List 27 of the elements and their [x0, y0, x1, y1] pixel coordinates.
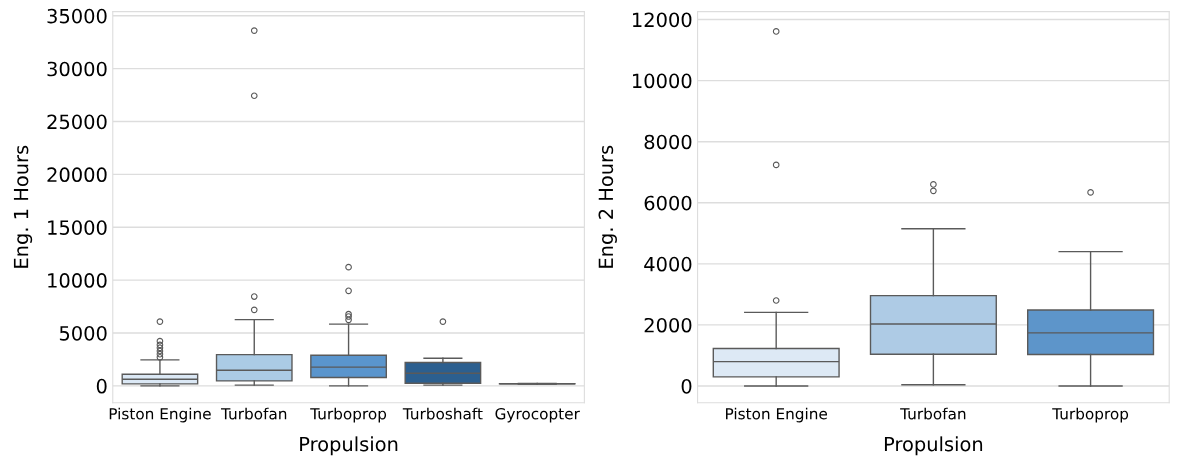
- y-tick-label: 15000: [48, 220, 107, 235]
- y-tick-label: 12000: [632, 12, 692, 28]
- x-tick-label: Gyrocopter: [495, 407, 580, 423]
- x-tick-label: Piston Engine: [109, 407, 211, 423]
- x-axis-title: Propulsion: [300, 436, 398, 456]
- y-tick-label: 6000: [644, 195, 692, 211]
- y-tick-label: 0: [96, 378, 107, 394]
- x-tick-label: Turboshaft: [402, 407, 483, 420]
- y-tick-label: 35000: [47, 8, 107, 24]
- y-tick-label: 30000: [47, 61, 107, 77]
- y-axis-title: Eng. 2 Hours: [598, 145, 617, 268]
- x-tick-label: Turboprop: [310, 407, 387, 423]
- y-tick-label: 5000: [59, 325, 107, 341]
- y-axis-title: Eng. 1 Hours: [13, 145, 33, 268]
- y-tick-label: 0: [681, 378, 692, 394]
- y-tick-label: 10000: [48, 273, 107, 288]
- x-tick-label: Turboprop: [1052, 407, 1129, 423]
- x-tick-label: Turbofan: [220, 407, 287, 420]
- y-tick-label: 2000: [644, 317, 692, 333]
- x-tick-label: Piston Engine: [726, 407, 828, 423]
- y-tick-label: 10000: [632, 73, 692, 89]
- y-tick-label: 8000: [644, 134, 692, 150]
- y-tick-label: 4000: [644, 256, 692, 272]
- y-tick-label: 20000: [47, 167, 107, 183]
- y-tick-label: 25000: [47, 114, 107, 130]
- x-axis-title: Propulsion: [884, 436, 983, 456]
- x-tick-label: Turbofan: [900, 407, 966, 420]
